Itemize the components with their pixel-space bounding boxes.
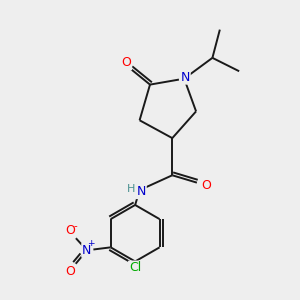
Text: +: + [87, 239, 95, 248]
Text: N: N [136, 185, 146, 198]
Text: O: O [121, 56, 131, 69]
Text: O: O [202, 179, 212, 192]
Text: N: N [180, 71, 190, 84]
Text: H: H [127, 184, 135, 194]
Text: -: - [74, 221, 77, 232]
Text: O: O [66, 224, 76, 238]
Text: O: O [66, 265, 76, 278]
Text: Cl: Cl [129, 262, 141, 275]
Text: N: N [82, 244, 92, 257]
